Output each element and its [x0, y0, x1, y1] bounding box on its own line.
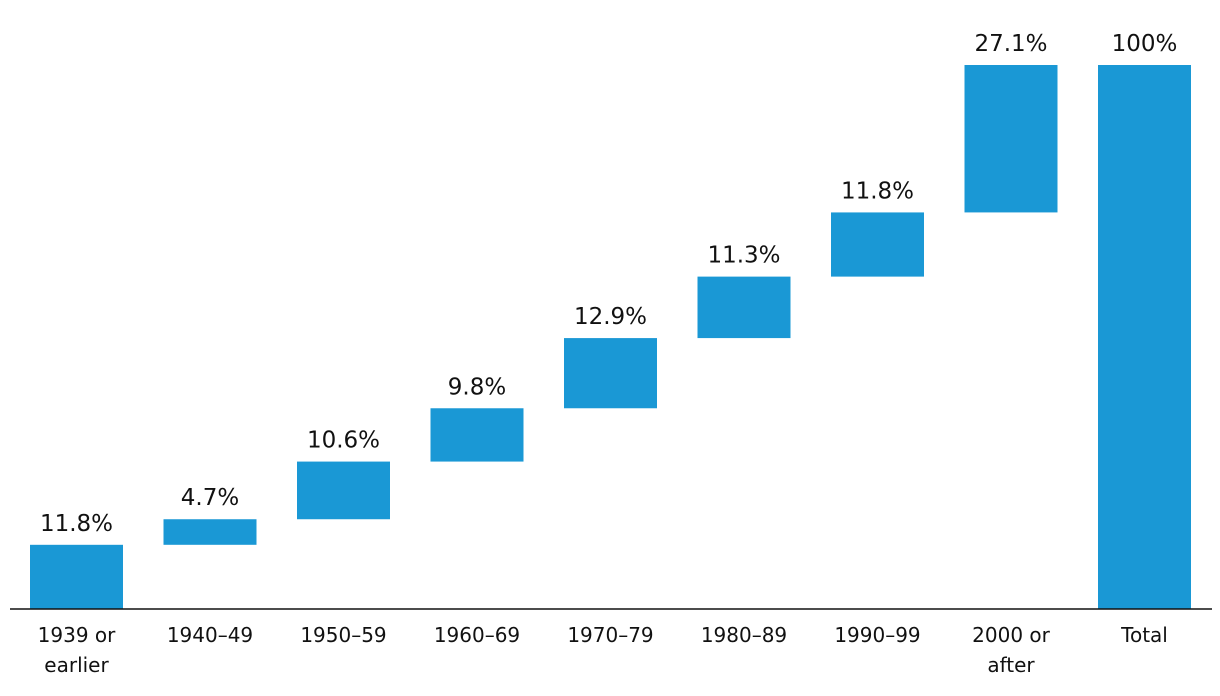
x-tick-labels-group: 1939 or earlier 1940–49 1950–59 1960–69 1970–… [38, 623, 1168, 677]
bar-4 [564, 338, 657, 409]
bar-6 [831, 212, 924, 277]
data-label-7: 27.1% [974, 31, 1047, 57]
bar-0 [30, 544, 123, 609]
x-tick-label-8-line-0: Total [1120, 623, 1168, 647]
data-label-6: 11.8% [841, 178, 914, 204]
x-tick-label-2: 1950–59 [300, 623, 386, 647]
x-tick-label-0-line-1: earlier [44, 653, 109, 677]
x-tick-label-3: 1960–69 [434, 623, 520, 647]
x-tick-label-7-line-1: after [987, 653, 1035, 677]
x-tick-label-0-line-0: 1939 or [38, 623, 116, 647]
data-label-0: 11.8% [40, 511, 113, 537]
x-tick-label-1: 1940–49 [167, 623, 253, 647]
bar-2 [297, 461, 390, 520]
bar-8 [1098, 65, 1191, 609]
bar-7 [964, 65, 1058, 213]
data-label-1: 4.7% [181, 485, 239, 511]
x-tick-label-4: 1970–79 [567, 623, 653, 647]
x-tick-label-7: 2000 or after [972, 623, 1050, 677]
x-tick-label-5-line-0: 1980–89 [701, 623, 787, 647]
x-tick-label-0: 1939 or earlier [38, 623, 116, 677]
x-tick-label-7-line-0: 2000 or [972, 623, 1050, 647]
x-tick-label-1-line-0: 1940–49 [167, 623, 253, 647]
x-tick-label-6: 1990–99 [834, 623, 920, 647]
data-label-5: 11.3% [707, 243, 780, 269]
bar-5 [697, 276, 791, 339]
x-tick-label-4-line-0: 1970–79 [567, 623, 653, 647]
data-label-4: 12.9% [574, 304, 647, 330]
data-label-2: 10.6% [307, 428, 380, 454]
data-label-3: 9.8% [448, 374, 506, 400]
bar-3 [430, 408, 524, 462]
x-tick-label-8: Total [1120, 623, 1168, 647]
bars-group [30, 65, 1191, 609]
x-tick-label-6-line-0: 1990–99 [834, 623, 920, 647]
data-label-8: 100% [1112, 31, 1178, 57]
x-tick-label-5: 1980–89 [701, 623, 787, 647]
value-labels-group: 11.8% 4.7% 10.6% 9.8% 12.9% 11.3% 11.8% 27.1% 10… [40, 31, 1177, 537]
bar-1 [163, 519, 257, 545]
x-tick-label-2-line-0: 1950–59 [300, 623, 386, 647]
x-tick-label-3-line-0: 1960–69 [434, 623, 520, 647]
